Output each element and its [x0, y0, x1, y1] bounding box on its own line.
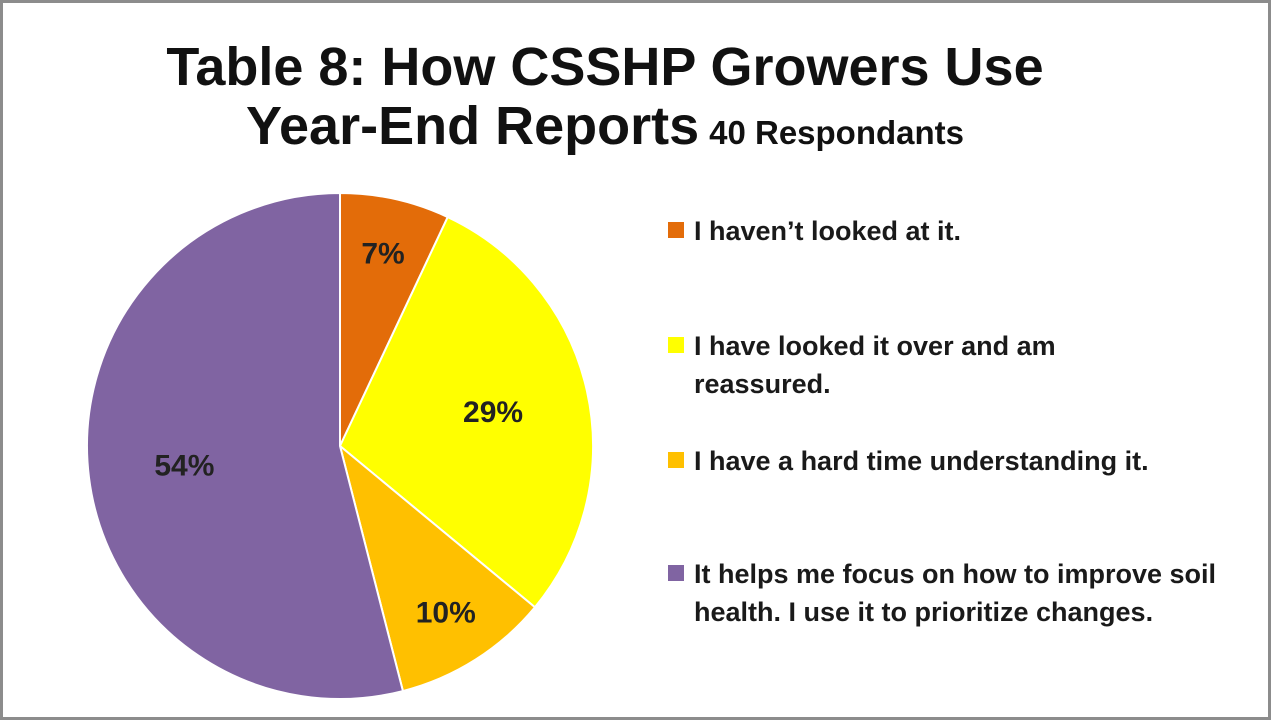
- chart-title: Table 8: How CSSHP Growers Use Year-End …: [0, 37, 1210, 157]
- chart-title-line1: Table 8: How CSSHP Growers Use: [166, 37, 1044, 97]
- legend-item-not-looked: I haven’t looked at it.: [668, 212, 1234, 250]
- legend-label: I have looked it over and am reassured.: [694, 331, 1056, 399]
- chart-subtitle: 40 Respondants: [709, 114, 965, 152]
- legend-swatch: [668, 337, 684, 353]
- slice-prioritize: [86, 191, 405, 700]
- legend-item-reassured: I have looked it over and am reassured.: [668, 327, 1124, 403]
- chart-title-line2: Year-End Reports: [245, 96, 700, 157]
- legend-label: I haven’t looked at it.: [694, 216, 962, 246]
- legend-item-prioritize: It helps me focus on how to improve soil…: [668, 555, 1234, 631]
- legend-swatch: [668, 452, 684, 468]
- legend-swatch: [668, 222, 684, 238]
- legend-item-hard-time: I have a hard time understanding it.: [668, 442, 1234, 480]
- slice-value-label: 29%: [463, 396, 523, 429]
- slice-value-label: 10%: [416, 597, 476, 630]
- slice-hard-time: [338, 443, 537, 693]
- legend-label: It helps me focus on how to improve soil…: [694, 559, 1217, 627]
- slice-value-label: 54%: [154, 450, 214, 483]
- slice-reassured: [338, 215, 594, 609]
- legend-label: I have a hard time understanding it.: [694, 446, 1149, 476]
- slice-not-looked: [339, 191, 450, 447]
- slice-value-label: 7%: [361, 237, 404, 270]
- legend-swatch: [668, 565, 684, 581]
